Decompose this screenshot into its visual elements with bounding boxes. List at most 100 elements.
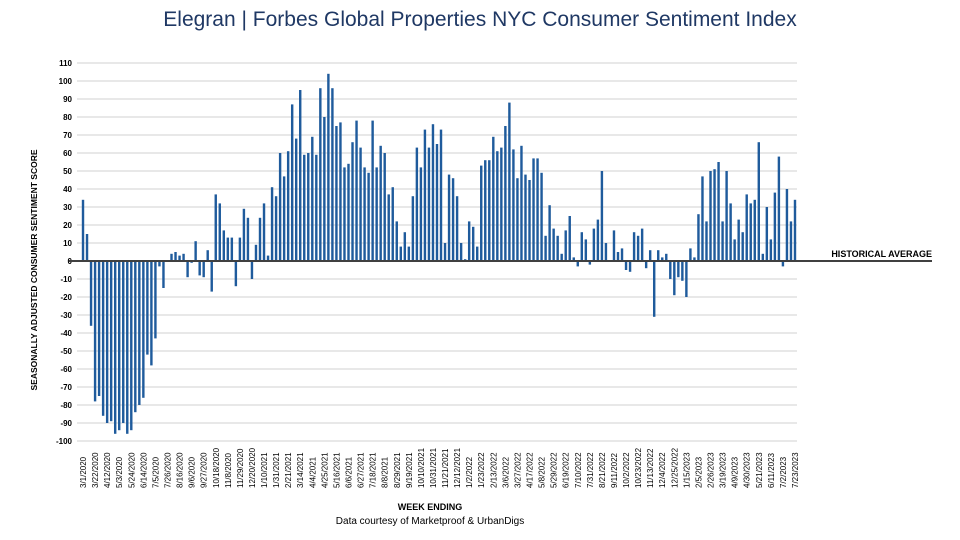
bar	[769, 239, 773, 261]
bar	[701, 176, 704, 261]
x-tick-label: 9/11/2022	[610, 452, 619, 488]
bar	[415, 147, 419, 261]
bar	[451, 178, 455, 261]
x-tick-label: 5/24/2020	[127, 452, 136, 488]
bar	[789, 221, 793, 261]
bar	[379, 145, 382, 261]
x-tick-label: 12/12/2021	[453, 447, 462, 488]
bar	[311, 136, 314, 261]
x-tick-label: 1/10/2021	[260, 452, 269, 488]
bar	[294, 138, 298, 261]
bar	[665, 253, 668, 261]
x-tick-label: 3/1/2020	[79, 456, 88, 488]
bar	[238, 237, 242, 261]
bar	[113, 261, 117, 434]
x-tick-label: 11/8/2020	[224, 452, 233, 488]
bar	[500, 147, 503, 261]
bar	[158, 261, 161, 267]
bar	[371, 120, 374, 261]
bar	[725, 171, 728, 261]
bar	[488, 160, 491, 261]
x-tick-label: 4/4/2021	[308, 456, 317, 488]
x-tick-label: 4/9/2023	[731, 456, 740, 488]
bar	[447, 174, 451, 261]
x-tick-label: 9/27/2020	[200, 452, 209, 488]
bar	[729, 203, 732, 261]
bar	[138, 261, 141, 405]
x-tick-label: 12/25/2022	[670, 447, 679, 488]
bar	[375, 167, 378, 261]
x-tick-label: 2/13/2022	[489, 452, 498, 488]
bar	[697, 214, 700, 261]
bar	[383, 153, 386, 261]
bar	[134, 261, 137, 413]
bar	[242, 208, 246, 261]
bar	[669, 261, 672, 279]
bar	[174, 252, 177, 261]
bar	[250, 261, 254, 279]
x-axis-label: WEEK ENDING	[397, 502, 463, 512]
x-tick-label: 3/14/2021	[296, 452, 305, 488]
bar	[496, 151, 499, 261]
bar	[202, 261, 205, 278]
bar	[556, 235, 559, 261]
y-tick-label: -50	[60, 347, 72, 356]
y-tick-label: 50	[63, 167, 72, 176]
bar	[753, 199, 756, 261]
bar	[299, 90, 302, 261]
bar	[467, 221, 471, 261]
bar	[427, 147, 431, 261]
bar	[785, 189, 789, 261]
bar	[226, 237, 230, 261]
bar	[343, 167, 346, 261]
bar	[363, 167, 366, 261]
bar	[194, 241, 197, 261]
bar	[246, 217, 250, 261]
bar	[793, 199, 797, 261]
x-tick-label: 3/6/2022	[501, 456, 510, 488]
bar	[721, 221, 724, 261]
bar	[395, 221, 398, 261]
y-tick-label: 80	[63, 113, 72, 122]
x-tick-label: 4/17/2022	[526, 452, 535, 488]
bar	[303, 154, 306, 261]
bar	[640, 228, 644, 261]
y-tick-label: 40	[63, 185, 72, 194]
title-rest: NYC Consumer Sentiment Index	[492, 8, 797, 31]
bar	[524, 174, 527, 261]
bar	[307, 153, 310, 261]
bar	[274, 196, 278, 261]
bar	[347, 163, 350, 261]
bar	[443, 243, 447, 261]
y-tick-label: 60	[63, 149, 72, 158]
bar	[693, 257, 696, 261]
x-tick-label: 9/19/2021	[405, 452, 414, 488]
bar	[355, 120, 358, 261]
bar	[351, 142, 354, 261]
bar	[270, 187, 274, 261]
x-tick-label: 11/13/2022	[646, 448, 655, 488]
x-tick-label: 4/25/2021	[320, 452, 329, 488]
y-tick-label: -70	[60, 383, 72, 392]
y-tick-label: 10	[63, 239, 72, 248]
x-tick-label: 3/22/2020	[91, 452, 100, 488]
bar	[407, 246, 411, 261]
bar	[512, 149, 515, 261]
y-tick-label: -30	[60, 311, 72, 320]
x-tick-label: 6/11/2023	[767, 452, 776, 488]
bar	[335, 126, 338, 261]
chart-title: Elegran | Forbes Global Properties NYC C…	[0, 8, 960, 32]
bar	[419, 167, 423, 261]
bar	[604, 243, 608, 261]
bar	[85, 234, 89, 261]
y-tick-label: -60	[60, 365, 72, 374]
y-axis-ticks: -100-90-80-70-60-50-40-30-20-10010203040…	[56, 59, 73, 446]
bar	[97, 261, 101, 396]
x-tick-label: 1/15/2023	[682, 452, 691, 488]
x-tick-label: 11/21/2021	[441, 448, 450, 488]
bar	[89, 261, 93, 326]
bar	[528, 180, 531, 261]
bar	[492, 136, 495, 261]
bars	[81, 73, 797, 434]
bar	[254, 244, 258, 261]
